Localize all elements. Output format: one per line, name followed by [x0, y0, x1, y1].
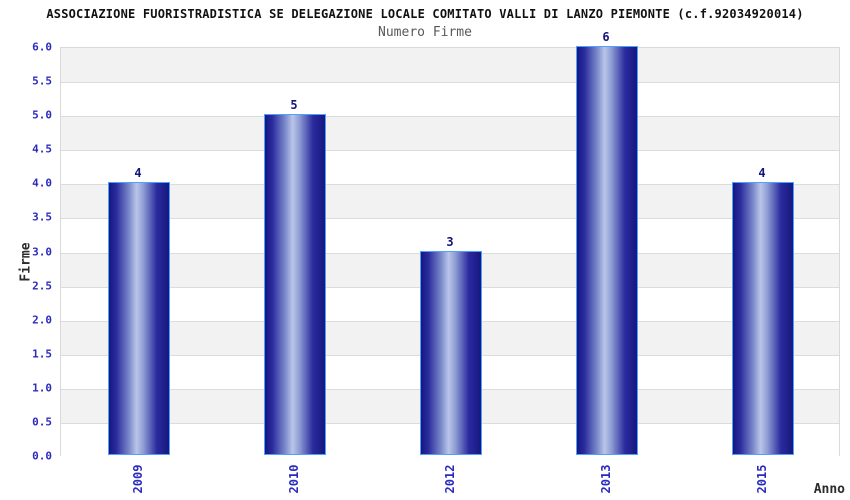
gridline — [61, 82, 839, 84]
bar — [732, 182, 794, 455]
bar — [264, 114, 326, 455]
y-tick-label: 4.0 — [32, 176, 52, 190]
chart-title: ASSOCIAZIONE FUORISTRADISTICA SE DELEGAZ… — [46, 7, 804, 21]
plot-area — [60, 46, 840, 457]
bar-value-label: 3 — [446, 234, 454, 249]
plot-band — [61, 48, 839, 83]
y-tick-label: 1.0 — [32, 381, 52, 395]
bar — [576, 46, 638, 455]
bar — [108, 182, 170, 455]
y-tick-label: 1.5 — [32, 347, 52, 361]
y-tick-label: 0.5 — [32, 415, 52, 429]
chart-subtitle: Numero Firme — [378, 25, 472, 40]
x-tick-label: 2015 — [755, 464, 769, 494]
plot-band — [61, 184, 839, 219]
y-tick-label: 5.5 — [32, 74, 52, 88]
gridline — [61, 184, 839, 186]
gridline — [61, 116, 839, 118]
plot-band — [61, 218, 839, 253]
y-tick-label: 4.5 — [32, 142, 52, 156]
x-axis-title: Anno — [813, 482, 845, 497]
y-tick-label: 2.5 — [32, 279, 52, 293]
y-tick-label: 5.0 — [32, 108, 52, 122]
plot-band — [61, 82, 839, 117]
y-tick-label: 6.0 — [32, 40, 52, 54]
x-tick-label: 2013 — [599, 464, 613, 494]
bar-value-label: 4 — [134, 166, 142, 181]
x-tick-label: 2009 — [131, 464, 145, 494]
y-tick-label: 3.0 — [32, 245, 52, 258]
x-tick-label: 2012 — [443, 464, 457, 494]
gridline — [61, 150, 839, 152]
bar — [420, 250, 482, 455]
bar-value-label: 6 — [602, 30, 610, 44]
gridline — [61, 218, 839, 220]
y-tick-label: 3.5 — [32, 210, 52, 224]
x-tick-label: 2010 — [287, 464, 301, 494]
y-tick-label: 0.0 — [32, 449, 52, 463]
plot-band — [61, 150, 839, 185]
bar-value-label: 4 — [758, 166, 766, 181]
bar-value-label: 5 — [290, 98, 298, 113]
plot-band — [61, 116, 839, 151]
y-tick-label: 2.0 — [32, 313, 52, 327]
